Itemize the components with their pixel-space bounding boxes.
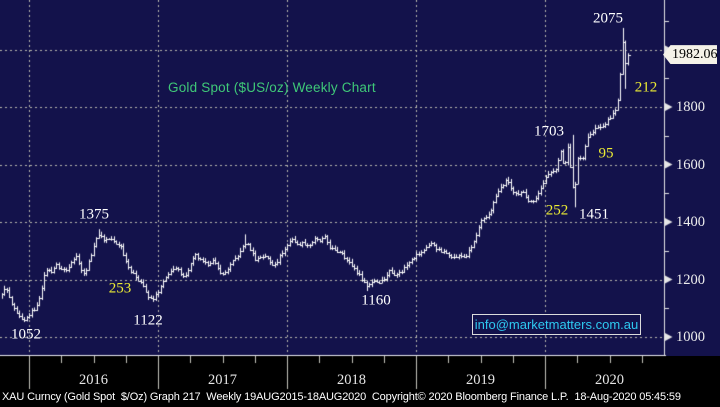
price-annotation: 1160 — [361, 292, 391, 309]
x-year-label: 2017 — [208, 372, 237, 388]
status-bar: XAU Curncy (Gold Spot $/Oz) Graph 217 We… — [2, 391, 681, 403]
y-axis-label: 1200 — [676, 271, 705, 288]
x-year-label: 2018 — [337, 372, 366, 388]
price-annotation: 1451 — [579, 206, 609, 223]
x-year-label: 2020 — [595, 372, 624, 388]
price-annotation: 253 — [108, 280, 132, 297]
watermark-email: info@marketmatters.com.au — [474, 317, 639, 332]
price-annotation: 252 — [545, 202, 569, 219]
x-year-label: 2016 — [79, 372, 108, 388]
price-annotation: 1375 — [79, 206, 109, 223]
price-annotation: 95 — [598, 145, 614, 162]
watermark-box: info@marketmatters.com.au — [472, 314, 641, 335]
y-axis-label: 1800 — [676, 99, 705, 115]
price-annotation: 1703 — [534, 123, 564, 140]
last-price-value: 1982.06 — [672, 47, 718, 63]
last-price-tag: 1982.06 — [663, 45, 718, 65]
y-axis-label: 1400 — [676, 214, 705, 230]
chart-title: Gold Spot ($US/oz) Weekly Chart — [168, 80, 376, 95]
x-year-label: 2019 — [466, 372, 495, 388]
price-annotation: 212 — [634, 79, 658, 96]
y-axis-label: 1600 — [676, 156, 705, 173]
y-axis-label: 1000 — [676, 329, 705, 345]
price-annotation: 1052 — [11, 326, 41, 343]
price-annotation: 1122 — [133, 312, 163, 329]
price-annotation: 2075 — [593, 10, 623, 27]
